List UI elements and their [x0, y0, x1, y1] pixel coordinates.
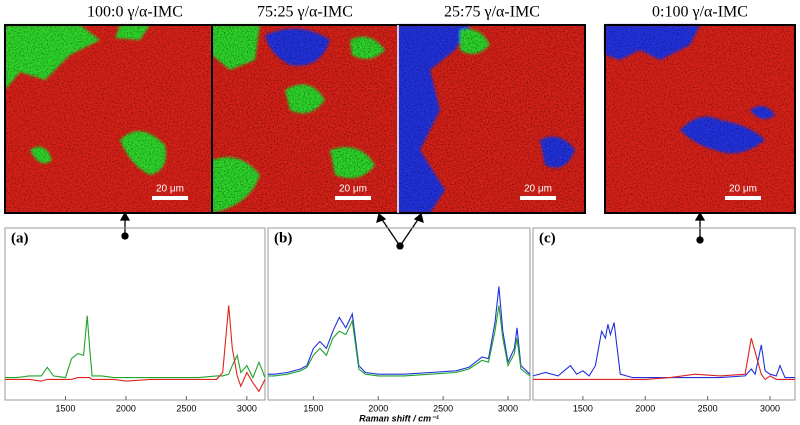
x-tick-label: 2500	[433, 403, 453, 413]
spectrum-line	[268, 286, 531, 375]
plot-frame	[267, 227, 531, 401]
image-title: 0:100 γ/α-IMC	[652, 4, 748, 21]
scale-bar-label: 20 μm	[339, 184, 367, 195]
panel-label: (a)	[11, 230, 29, 246]
spectrum-line	[268, 305, 531, 377]
image-title: 75:25 γ/α-IMC	[257, 4, 353, 21]
scale-bar-label: 20 μm	[729, 184, 757, 195]
x-tick-label: 1500	[55, 403, 75, 413]
image-title: 25:75 γ/α-IMC	[444, 4, 540, 21]
x-axis-label: Raman shift / cm⁻¹	[359, 413, 439, 423]
plot-frame	[4, 227, 266, 401]
raman-image	[211, 24, 586, 214]
connector	[119, 211, 706, 250]
x-tick-label: 2000	[368, 403, 388, 413]
x-tick-label: 3000	[760, 403, 780, 413]
spectrum-line	[5, 305, 266, 393]
x-tick-label: 1500	[573, 403, 593, 413]
x-tick-label: 2000	[116, 403, 136, 413]
x-tick-label: 2000	[635, 403, 655, 413]
raman-image	[604, 24, 796, 214]
spectrum-line	[5, 315, 266, 379]
x-tick-label: 3000	[237, 403, 257, 413]
scale-bar-label: 20 μm	[524, 184, 552, 195]
x-tick-label: 2500	[176, 403, 196, 413]
image-title: 100:0 γ/α-IMC	[87, 4, 183, 21]
scale-bar-label: 20 μm	[156, 184, 184, 195]
panel-label: (c)	[539, 230, 556, 246]
x-tick-label: 3000	[498, 403, 518, 413]
panel-label: (b)	[274, 230, 292, 246]
spectrum-line	[532, 322, 795, 379]
plot-frame	[532, 227, 796, 401]
x-tick-label: 2500	[698, 403, 718, 413]
spectrum-line	[533, 337, 795, 381]
x-tick-label: 1500	[303, 403, 323, 413]
